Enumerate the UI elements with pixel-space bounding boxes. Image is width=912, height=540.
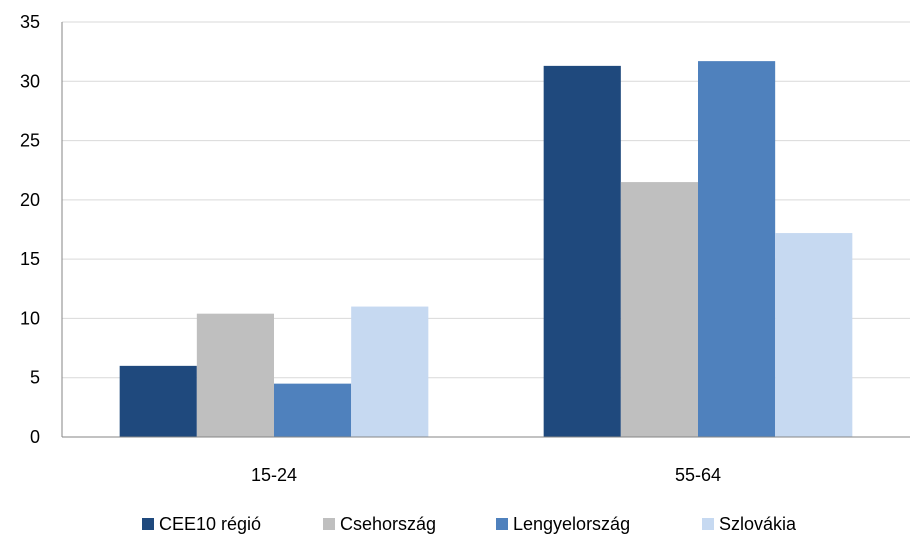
y-tick-label: 15 [20,249,40,269]
bars [119,61,853,437]
legend-label: Lengyelország [513,514,630,534]
y-tick-label: 0 [30,427,40,447]
bar [274,383,352,437]
legend-swatch [142,518,154,530]
y-tick-label: 30 [20,71,40,91]
legend-label: CEE10 régió [159,514,261,534]
bar [620,182,698,437]
x-axis-category-labels: 15-24 55-64 [251,465,721,485]
legend-label: Csehország [340,514,436,534]
y-tick-label: 10 [20,308,40,328]
x-category-label: 55-64 [675,465,721,485]
bar [775,233,853,437]
x-category-label: 15-24 [251,465,297,485]
y-axis-tick-labels: 0 5 10 15 20 25 30 35 [20,12,40,447]
legend-label: Szlovákia [719,514,797,534]
bar [119,365,197,437]
legend: CEE10 régió Csehország Lengyelország Szlová… [142,514,797,534]
bar [543,65,621,437]
y-tick-label: 35 [20,12,40,32]
legend-swatch [702,518,714,530]
y-tick-label: 25 [20,131,40,151]
legend-swatch [323,518,335,530]
bar [196,313,274,437]
y-tick-label: 20 [20,190,40,210]
y-tick-label: 5 [30,368,40,388]
bar [698,61,776,437]
bar [351,306,429,437]
legend-swatch [496,518,508,530]
